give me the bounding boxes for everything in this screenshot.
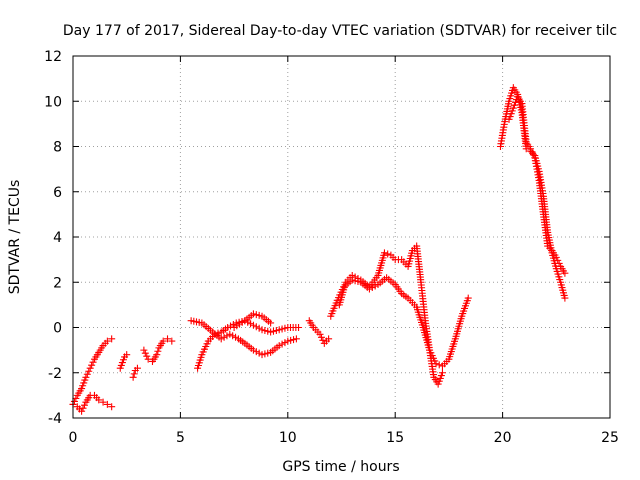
data-point bbox=[70, 397, 78, 405]
y-tick-label: -2 bbox=[48, 366, 62, 382]
chart-title: Day 177 of 2017, Sidereal Day-to-day VTE… bbox=[63, 23, 617, 39]
data-point bbox=[103, 337, 111, 345]
tick-labels: 0 5 10 15 20 25 -4 -2 0 2 4 6 8 10 12 bbox=[44, 49, 619, 446]
data-point bbox=[86, 364, 94, 372]
data-point bbox=[80, 401, 88, 409]
y-tick-label: 2 bbox=[53, 275, 62, 291]
x-tick-label: 25 bbox=[601, 430, 619, 446]
x-tick-label: 10 bbox=[279, 430, 297, 446]
y-tick-label: 12 bbox=[44, 49, 62, 65]
y-tick-label: 8 bbox=[53, 140, 62, 156]
data-point bbox=[529, 151, 537, 159]
data-point bbox=[438, 369, 446, 377]
data-point bbox=[554, 256, 562, 264]
data-point bbox=[143, 352, 151, 360]
grid-lines bbox=[73, 56, 610, 418]
series-arc-1 bbox=[69, 335, 116, 408]
series-arc-6 bbox=[187, 317, 300, 359]
data-point bbox=[528, 148, 536, 156]
series-arc-13 bbox=[505, 93, 569, 277]
x-axis-title: GPS time / hours bbox=[282, 459, 399, 475]
data-point bbox=[154, 347, 162, 355]
data-point bbox=[267, 319, 275, 327]
x-tick-label: 5 bbox=[176, 430, 185, 446]
data-point bbox=[130, 370, 138, 378]
data-point bbox=[89, 358, 97, 366]
data-point bbox=[141, 349, 149, 357]
series-arc-2 bbox=[69, 391, 116, 415]
y-tick-label: 4 bbox=[53, 230, 62, 246]
data-point bbox=[123, 351, 131, 359]
x-tick-label: 20 bbox=[494, 430, 512, 446]
data-point bbox=[129, 373, 137, 381]
series-arc-8 bbox=[230, 310, 275, 331]
data-point bbox=[319, 336, 327, 344]
data-point bbox=[88, 361, 96, 369]
data-point bbox=[464, 294, 472, 302]
data-point bbox=[211, 330, 219, 338]
y-tick-label: -4 bbox=[48, 411, 62, 427]
data-point bbox=[103, 400, 111, 408]
y-tick-label: 0 bbox=[53, 321, 62, 337]
y-tick-label: 6 bbox=[53, 185, 62, 201]
data-point bbox=[527, 145, 535, 153]
data-point bbox=[95, 396, 103, 404]
y-axis-title: SDTVAR / TECUs bbox=[7, 180, 23, 295]
data-point bbox=[82, 373, 90, 381]
data-point bbox=[555, 259, 563, 267]
data-point bbox=[168, 337, 176, 345]
data-point bbox=[108, 335, 116, 343]
series-arc-5 bbox=[140, 335, 176, 365]
y-tick-label: 10 bbox=[44, 94, 62, 110]
data-point bbox=[72, 394, 80, 402]
series-arc-9 bbox=[305, 317, 333, 347]
data-point bbox=[214, 329, 222, 337]
data-point bbox=[159, 337, 167, 345]
series-arc-4 bbox=[129, 364, 141, 381]
data-point bbox=[153, 351, 161, 359]
data-point bbox=[295, 324, 303, 331]
x-tick-label: 0 bbox=[69, 430, 78, 446]
data-point bbox=[133, 364, 141, 372]
data-point bbox=[552, 253, 560, 261]
data-point bbox=[85, 367, 93, 375]
data-point bbox=[384, 250, 392, 258]
data-point bbox=[292, 335, 300, 343]
data-point bbox=[380, 249, 388, 257]
data-point bbox=[561, 269, 569, 277]
data-point bbox=[561, 294, 569, 302]
series-arc-7 bbox=[194, 317, 303, 372]
series-arc-11 bbox=[335, 242, 446, 388]
data-point bbox=[164, 335, 172, 343]
data-point bbox=[108, 403, 116, 411]
series-arc-3 bbox=[116, 351, 131, 372]
data-point bbox=[316, 330, 324, 338]
data-point bbox=[325, 335, 333, 343]
data-point bbox=[317, 333, 325, 341]
data-point bbox=[79, 404, 87, 412]
x-tick-label: 15 bbox=[386, 430, 404, 446]
data-point bbox=[99, 398, 107, 406]
data-point bbox=[140, 346, 148, 354]
data-point bbox=[435, 361, 443, 369]
plot-frame bbox=[72, 55, 611, 419]
data-point bbox=[78, 407, 86, 415]
data-point bbox=[83, 370, 91, 378]
data-marks bbox=[69, 84, 569, 415]
series-arc-10 bbox=[327, 274, 472, 370]
